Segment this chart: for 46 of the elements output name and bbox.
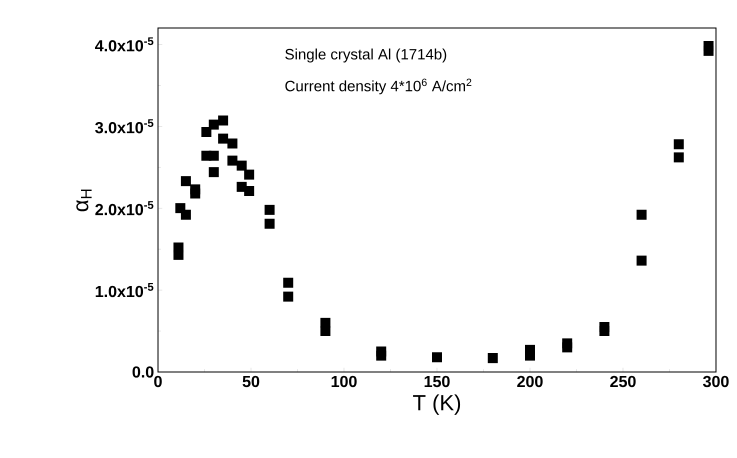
point — [180, 210, 191, 220]
x-tick-label: 200 — [517, 376, 543, 388]
point — [208, 150, 219, 161]
point — [264, 204, 275, 215]
annotation: Current density 4*10$^{6}$ A/cm$^{2}$ — [285, 78, 472, 94]
point — [208, 120, 219, 130]
point — [180, 176, 191, 186]
x-tick-label: 50 — [242, 376, 260, 388]
point — [562, 342, 572, 352]
point — [236, 160, 247, 171]
y-tick-label: 1.0x10$^{-5}$ — [96, 283, 154, 298]
point — [283, 292, 294, 302]
y-tick-label: 4.0x10$^{-5}$ — [95, 37, 154, 52]
y-tick-label: 0.0 — [132, 366, 154, 378]
point — [208, 167, 219, 178]
y-axis-title: α$_{H}$ — [76, 190, 92, 212]
x-tick-label: 100 — [332, 376, 357, 388]
point — [636, 210, 647, 220]
x-tick-label: 150 — [424, 376, 450, 388]
point — [201, 127, 212, 138]
point — [283, 278, 294, 288]
point — [636, 256, 647, 266]
y-tick-label: 3.0x10$^{-5}$ — [95, 119, 154, 134]
x-axis-title: T (K) — [413, 394, 460, 415]
y-tick-label: 2.0x10$^{-5}$ — [95, 201, 154, 216]
point — [227, 156, 238, 166]
point — [376, 350, 386, 361]
point — [227, 138, 238, 148]
point — [599, 326, 610, 336]
point — [264, 218, 275, 229]
point — [488, 353, 498, 364]
point — [218, 116, 228, 126]
point — [218, 134, 228, 144]
x-tick-label: 250 — [610, 376, 636, 388]
x-tick-label: 300 — [703, 376, 729, 388]
point — [674, 152, 684, 162]
point — [704, 46, 714, 56]
point — [674, 139, 684, 150]
point — [320, 326, 330, 336]
x-tick-label: 0 — [154, 376, 162, 388]
annotation: Single crystal Al (1714b) — [285, 48, 446, 62]
point — [173, 250, 184, 260]
point — [190, 188, 200, 198]
point — [432, 352, 442, 362]
point — [244, 186, 254, 196]
point — [244, 170, 254, 180]
